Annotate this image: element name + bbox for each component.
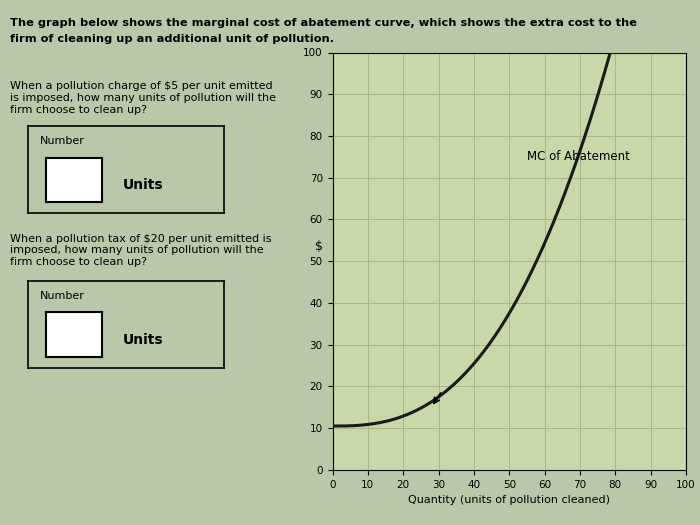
X-axis label: Quantity (units of pollution cleaned): Quantity (units of pollution cleaned) — [408, 495, 610, 505]
Text: The graph below shows the marginal cost of abatement curve, which shows the extr: The graph below shows the marginal cost … — [10, 18, 638, 28]
Text: When a pollution tax of $20 per unit emitted is
imposed, how many units of pollu: When a pollution tax of $20 per unit emi… — [10, 234, 272, 267]
Text: Number: Number — [40, 136, 85, 146]
Text: When a pollution charge of $5 per unit emitted
is imposed, how many units of pol: When a pollution charge of $5 per unit e… — [10, 81, 276, 114]
Text: firm of cleaning up an additional unit of pollution.: firm of cleaning up an additional unit o… — [10, 34, 335, 44]
Text: Units: Units — [122, 333, 163, 347]
Text: Units: Units — [122, 178, 163, 192]
Text: MC of Abatement: MC of Abatement — [527, 150, 630, 163]
Text: Number: Number — [40, 291, 85, 301]
Text: $: $ — [314, 240, 323, 253]
